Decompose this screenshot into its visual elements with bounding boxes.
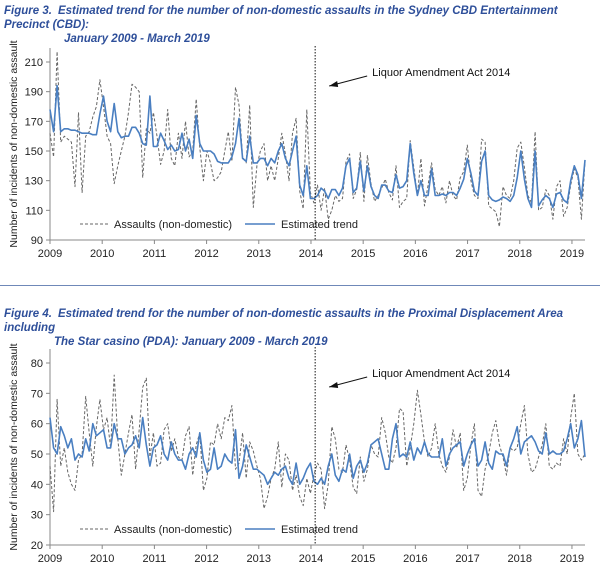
x-tick-label: 2015	[351, 553, 375, 565]
figure-3-number: Figure 3.	[4, 5, 52, 17]
x-tick-label: 2009	[38, 553, 62, 565]
series-trend-line	[49, 416, 586, 486]
figure-3-title-line2: January 2009 - March 2019	[64, 33, 210, 45]
y-axis-label: Number of incidents of non-domestic assa…	[8, 40, 20, 247]
y-tick-label: 90	[31, 235, 43, 247]
x-tick-label: 2019	[560, 553, 584, 565]
y-tick-label: 210	[25, 57, 43, 69]
y-tick-label: 110	[25, 205, 43, 217]
x-tick-label: 2015	[351, 248, 375, 260]
y-tick-label: 40	[31, 479, 43, 491]
series-assaults-line	[49, 374, 586, 513]
x-tick-label: 2017	[455, 248, 479, 260]
y-axis-label: Number of incidents of non-domestic assa…	[8, 343, 20, 550]
legend-assaults-label: Assaults (non-domestic)	[114, 524, 232, 536]
legend-trend-label: Estimated trend	[281, 219, 358, 231]
x-tick-label: 2016	[403, 553, 427, 565]
y-tick-label: 30	[31, 510, 43, 522]
x-tick-label: 2014	[299, 553, 323, 565]
x-tick-label: 2017	[455, 553, 479, 565]
annotation-arrowhead	[329, 81, 339, 87]
x-tick-label: 2019	[560, 248, 584, 260]
y-tick-label: 170	[25, 116, 43, 128]
figure-3-title-line1: Estimated trend for the number of non-do…	[4, 5, 558, 31]
y-tick-label: 190	[25, 87, 43, 99]
x-tick-label: 2014	[299, 248, 323, 260]
x-tick-label: 2010	[90, 553, 114, 565]
x-tick-label: 2012	[194, 248, 218, 260]
y-tick-label: 130	[25, 176, 43, 188]
y-tick-label: 50	[31, 449, 43, 461]
figure-4-title: Figure 4. Estimated trend for the number …	[4, 307, 600, 349]
series-trend-line	[49, 84, 586, 209]
annotation-label: Liquor Amendment Act 2014	[372, 67, 510, 79]
x-tick-label: 2018	[508, 553, 532, 565]
y-tick-label: 60	[31, 419, 43, 431]
figure-4-title-line1: Estimated trend for the number of non-do…	[4, 308, 563, 334]
x-tick-label: 2013	[247, 248, 271, 260]
x-tick-label: 2010	[90, 248, 114, 260]
x-tick-label: 2018	[508, 248, 532, 260]
y-tick-label: 70	[31, 388, 43, 400]
x-tick-label: 2016	[403, 248, 427, 260]
y-tick-label: 150	[25, 146, 43, 158]
legend-assaults-label: Assaults (non-domestic)	[114, 219, 232, 231]
figure-4-title-line2: The Star casino (PDA): January 2009 - Ma…	[54, 336, 328, 348]
y-tick-label: 20	[31, 540, 43, 552]
figure-3-title: Figure 3. Estimated trend for the number …	[4, 4, 600, 46]
x-tick-label: 2011	[143, 553, 167, 565]
annotation-arrowhead	[329, 382, 339, 388]
x-tick-label: 2011	[143, 248, 167, 260]
x-tick-label: 2013	[247, 553, 271, 565]
annotation-label: Liquor Amendment Act 2014	[372, 368, 510, 380]
y-tick-label: 80	[31, 358, 43, 370]
x-tick-label: 2012	[194, 553, 218, 565]
figure-4-number: Figure 4.	[4, 308, 52, 320]
legend-trend-label: Estimated trend	[281, 524, 358, 536]
figure-4-chart: 20 30 40 50 60 70 80 2009 2010 2011 2012 2013 2014 20…	[8, 343, 586, 565]
figure-3-chart: 90 110 130 150 170 190 210 2009 2010 2011 2012 2013…	[8, 40, 586, 260]
figure-divider	[0, 285, 600, 286]
series-assaults-line	[49, 51, 586, 228]
x-tick-label: 2009	[38, 248, 62, 260]
